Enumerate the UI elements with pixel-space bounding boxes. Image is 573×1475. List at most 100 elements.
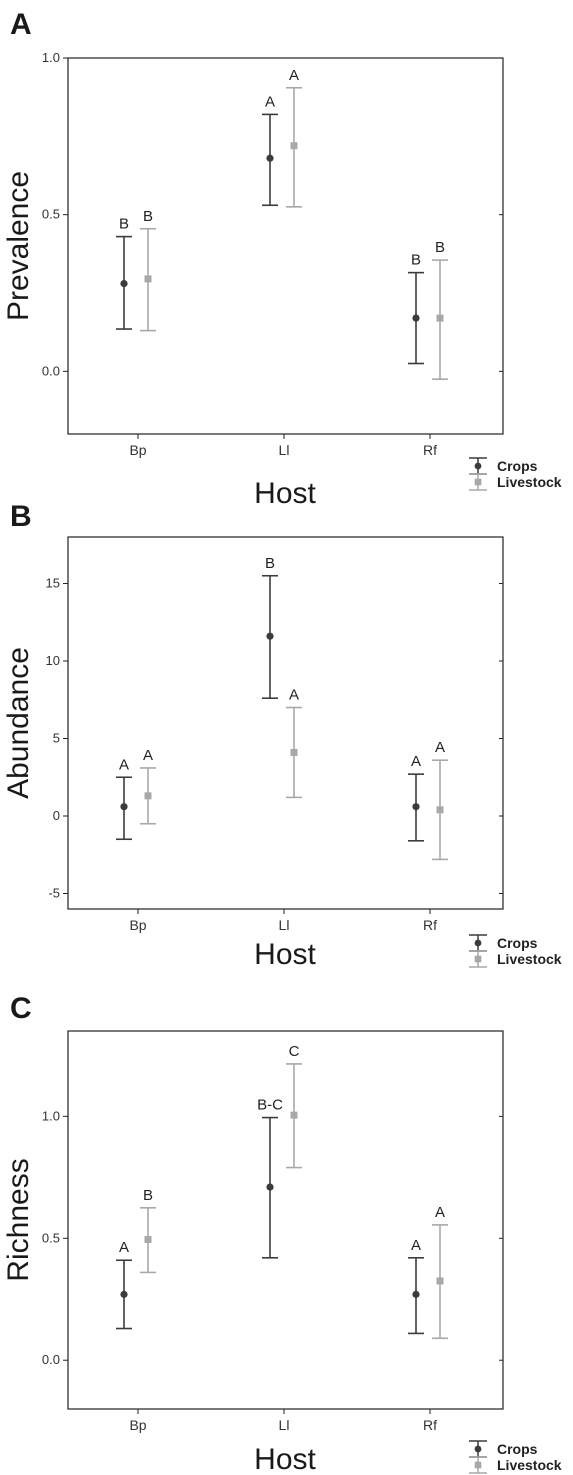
data-point [144, 792, 152, 800]
data-point [412, 1290, 420, 1298]
x-tick-label: Bp [129, 442, 146, 458]
legend-label: Livestock [497, 951, 562, 967]
significance-letter: B [435, 239, 445, 256]
plot-frame [67, 536, 504, 910]
legend-label: Livestock [497, 1457, 562, 1473]
data-point [144, 1236, 152, 1244]
data-point [412, 314, 420, 322]
y-tick-label: -5 [48, 886, 60, 901]
data-point [412, 803, 420, 811]
legend-marker [474, 1461, 482, 1469]
x-tick-label: Bp [129, 1417, 146, 1433]
errorbar-crops: B-C [257, 1097, 283, 1259]
data-point [290, 142, 298, 150]
errorbar-crops: A [408, 753, 424, 842]
y-tick-label: 0.5 [42, 1230, 60, 1245]
panel-letter: B [10, 500, 32, 533]
x-tick-label: Rf [423, 442, 437, 458]
y-tick-label: 0.0 [42, 363, 60, 378]
errorbar-crops: B [116, 216, 132, 330]
x-axis-label: Host [254, 1443, 316, 1475]
errorbar-livestock: A [286, 687, 302, 799]
significance-letter: A [119, 756, 129, 773]
y-axis-label: Abundance [2, 647, 35, 799]
significance-letter: B [143, 208, 153, 225]
significance-letter: B [143, 1187, 153, 1204]
significance-letter: A [119, 1239, 129, 1256]
legend-marker [474, 462, 482, 470]
errorbar-livestock: A [140, 747, 156, 825]
errorbar-livestock: C [286, 1043, 302, 1169]
y-tick-label: 15 [46, 576, 60, 591]
errorbar-crops: A [116, 1239, 132, 1330]
significance-letter: C [289, 1043, 300, 1060]
panel-c: C 1.0 0.5 0.0 Richness Bp Ll Rf Host A B-C A B C A Crop… [2, 992, 562, 1475]
y-tick-label: 1.0 [42, 1108, 60, 1123]
significance-letter: A [265, 93, 275, 110]
significance-letter: A [143, 747, 153, 764]
x-tick-label: Ll [279, 917, 290, 933]
significance-letter: B [265, 555, 275, 572]
data-point [266, 154, 274, 162]
x-tick-label: Ll [279, 1417, 290, 1433]
legend-label: Crops [497, 1441, 538, 1457]
y-tick-label: 0.5 [42, 207, 60, 222]
panel-letter: A [10, 8, 32, 41]
legend-marker [474, 955, 482, 963]
plot-frame [67, 57, 504, 435]
plot-frame [67, 1030, 504, 1410]
errorbar-crops: B [262, 555, 278, 700]
errorbar-livestock: A [432, 1204, 448, 1340]
significance-letter: A [289, 687, 299, 704]
y-tick-label: 5 [53, 731, 60, 746]
legend-label: Crops [497, 935, 538, 951]
errorbar-livestock: A [432, 739, 448, 861]
x-tick-label: Ll [279, 442, 290, 458]
data-point [266, 1183, 274, 1191]
data-point [290, 1111, 298, 1119]
significance-letter: A [435, 739, 445, 756]
errorbar-livestock: B [432, 239, 448, 380]
panel-letter: C [10, 992, 32, 1025]
significance-letter: A [411, 1237, 421, 1254]
data-point [120, 280, 128, 288]
x-tick-label: Bp [129, 917, 146, 933]
y-tick-label: 1.0 [42, 50, 60, 65]
data-point [120, 1290, 128, 1298]
significance-letter: B [411, 252, 421, 269]
legend-marker [474, 478, 482, 486]
legend-marker [474, 939, 482, 947]
significance-letter: A [435, 1204, 445, 1221]
errorbar-livestock: B [140, 208, 156, 332]
data-point [436, 806, 444, 814]
y-axis-label: Richness [2, 1158, 35, 1281]
errorbar-crops: A [116, 756, 132, 841]
data-point [290, 748, 298, 756]
y-tick-label: 0.0 [42, 1352, 60, 1367]
errorbar-livestock: B [140, 1187, 156, 1274]
y-axis-label: Prevalence [2, 171, 35, 321]
legend-marker [474, 1445, 482, 1453]
errorbar-crops: B [408, 252, 424, 365]
significance-letter: A [289, 67, 299, 84]
data-point [266, 632, 274, 640]
y-tick-label: 10 [46, 653, 60, 668]
data-point [436, 1277, 444, 1285]
errorbar-livestock: A [286, 67, 302, 208]
significance-letter: B-C [257, 1097, 283, 1114]
errorbar-crops: A [408, 1237, 424, 1335]
y-tick-label: 0 [53, 808, 60, 823]
x-tick-label: Rf [423, 1417, 437, 1433]
errorbar-crops: A [262, 93, 278, 207]
data-point [120, 803, 128, 811]
x-axis-label: Host [254, 938, 316, 971]
data-point [436, 314, 444, 322]
data-point [144, 275, 152, 283]
significance-letter: B [119, 216, 129, 233]
